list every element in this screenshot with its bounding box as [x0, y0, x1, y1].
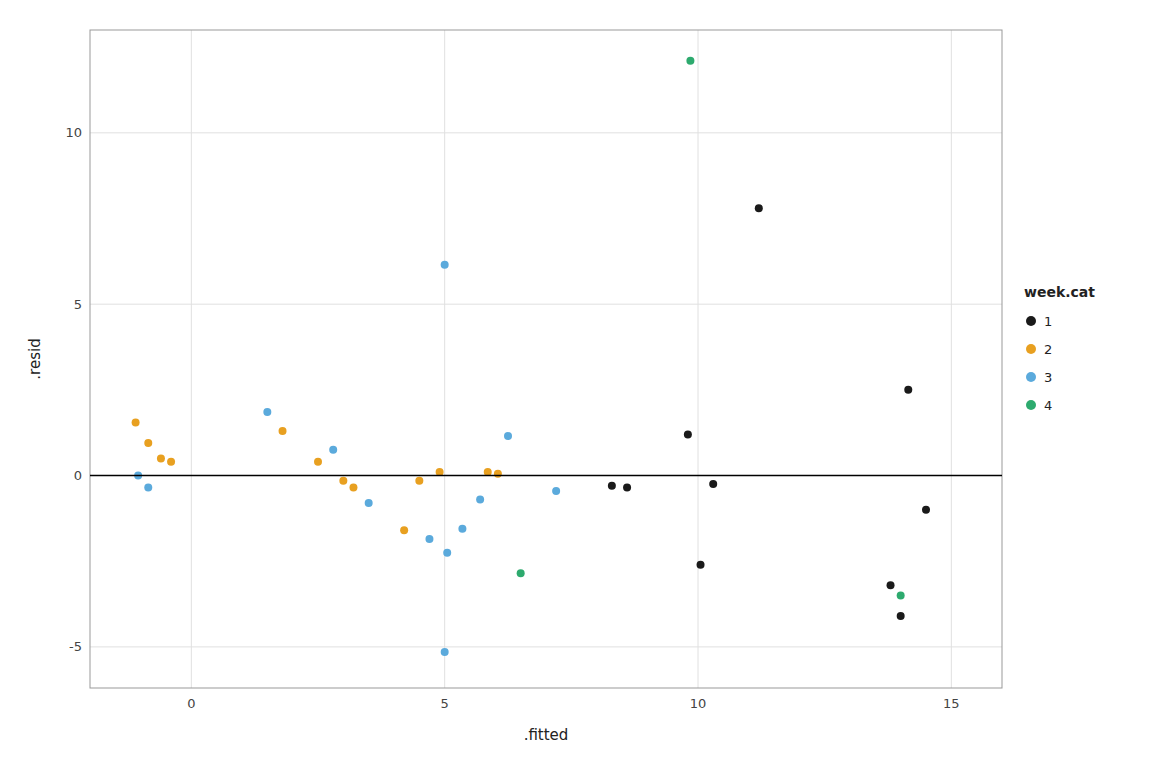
plot-area — [90, 57, 1002, 656]
legend: week.cat 1 2 3 4 — [1024, 284, 1095, 413]
point — [441, 648, 449, 656]
point — [263, 408, 271, 416]
point — [144, 439, 152, 447]
grid — [90, 30, 1002, 688]
x-grid-line — [191, 30, 192, 688]
point — [279, 427, 287, 435]
point — [897, 612, 905, 620]
series — [517, 57, 905, 600]
point — [904, 386, 912, 394]
y-grid-line — [90, 304, 1002, 305]
x-tick-label: 15 — [943, 696, 960, 711]
point — [157, 454, 165, 462]
point — [623, 484, 631, 492]
point — [349, 484, 357, 492]
y-tick-label: 0 — [74, 468, 82, 483]
point — [552, 487, 560, 495]
series — [134, 261, 560, 656]
legend-marker — [1026, 316, 1036, 326]
y-grid-line — [90, 132, 1002, 133]
point — [400, 526, 408, 534]
point — [517, 569, 525, 577]
y-tick-label: 5 — [74, 297, 82, 312]
point — [425, 535, 433, 543]
y-tick-label: 10 — [65, 125, 82, 140]
point — [476, 496, 484, 504]
point — [755, 204, 763, 212]
x-grid-line — [698, 30, 699, 688]
y-axis-label: .resid — [26, 338, 44, 379]
x-tick-label: 5 — [441, 696, 449, 711]
point — [922, 506, 930, 514]
reference-line — [90, 475, 1002, 477]
point — [458, 525, 466, 533]
point — [144, 484, 152, 492]
point — [415, 477, 423, 485]
legend-label: 3 — [1044, 370, 1052, 385]
y-tick-label: -5 — [69, 639, 82, 654]
x-axis-label: .fitted — [524, 726, 569, 744]
x-grid-line — [951, 30, 952, 688]
point — [365, 499, 373, 507]
y-grid-line — [90, 646, 1002, 647]
plot-frame — [90, 30, 1002, 688]
legend-marker — [1026, 344, 1036, 354]
series — [132, 418, 502, 534]
legend-marker — [1026, 400, 1036, 410]
x-tick-label: 0 — [187, 696, 195, 711]
point — [709, 480, 717, 488]
point — [686, 57, 694, 65]
legend-label: 2 — [1044, 342, 1052, 357]
point — [504, 432, 512, 440]
point — [443, 549, 451, 557]
point — [494, 470, 502, 478]
point — [684, 430, 692, 438]
point — [329, 446, 337, 454]
chart: 0 5 10 15 -5 0 5 10 .fitted .resid week.cat 1 2 3 4 — [0, 0, 1152, 768]
series — [608, 204, 930, 620]
legend-label: 4 — [1044, 398, 1052, 413]
point — [314, 458, 322, 466]
point — [897, 591, 905, 599]
point — [132, 418, 140, 426]
point — [339, 477, 347, 485]
x-grid-line — [444, 30, 445, 688]
point — [167, 458, 175, 466]
point — [887, 581, 895, 589]
y-grid-line — [90, 475, 1002, 476]
legend-marker — [1026, 372, 1036, 382]
background — [0, 0, 1152, 768]
point — [608, 482, 616, 490]
point — [697, 561, 705, 569]
legend-label: 1 — [1044, 314, 1052, 329]
x-tick-label: 10 — [690, 696, 707, 711]
point — [441, 261, 449, 269]
legend-title: week.cat — [1024, 284, 1095, 300]
